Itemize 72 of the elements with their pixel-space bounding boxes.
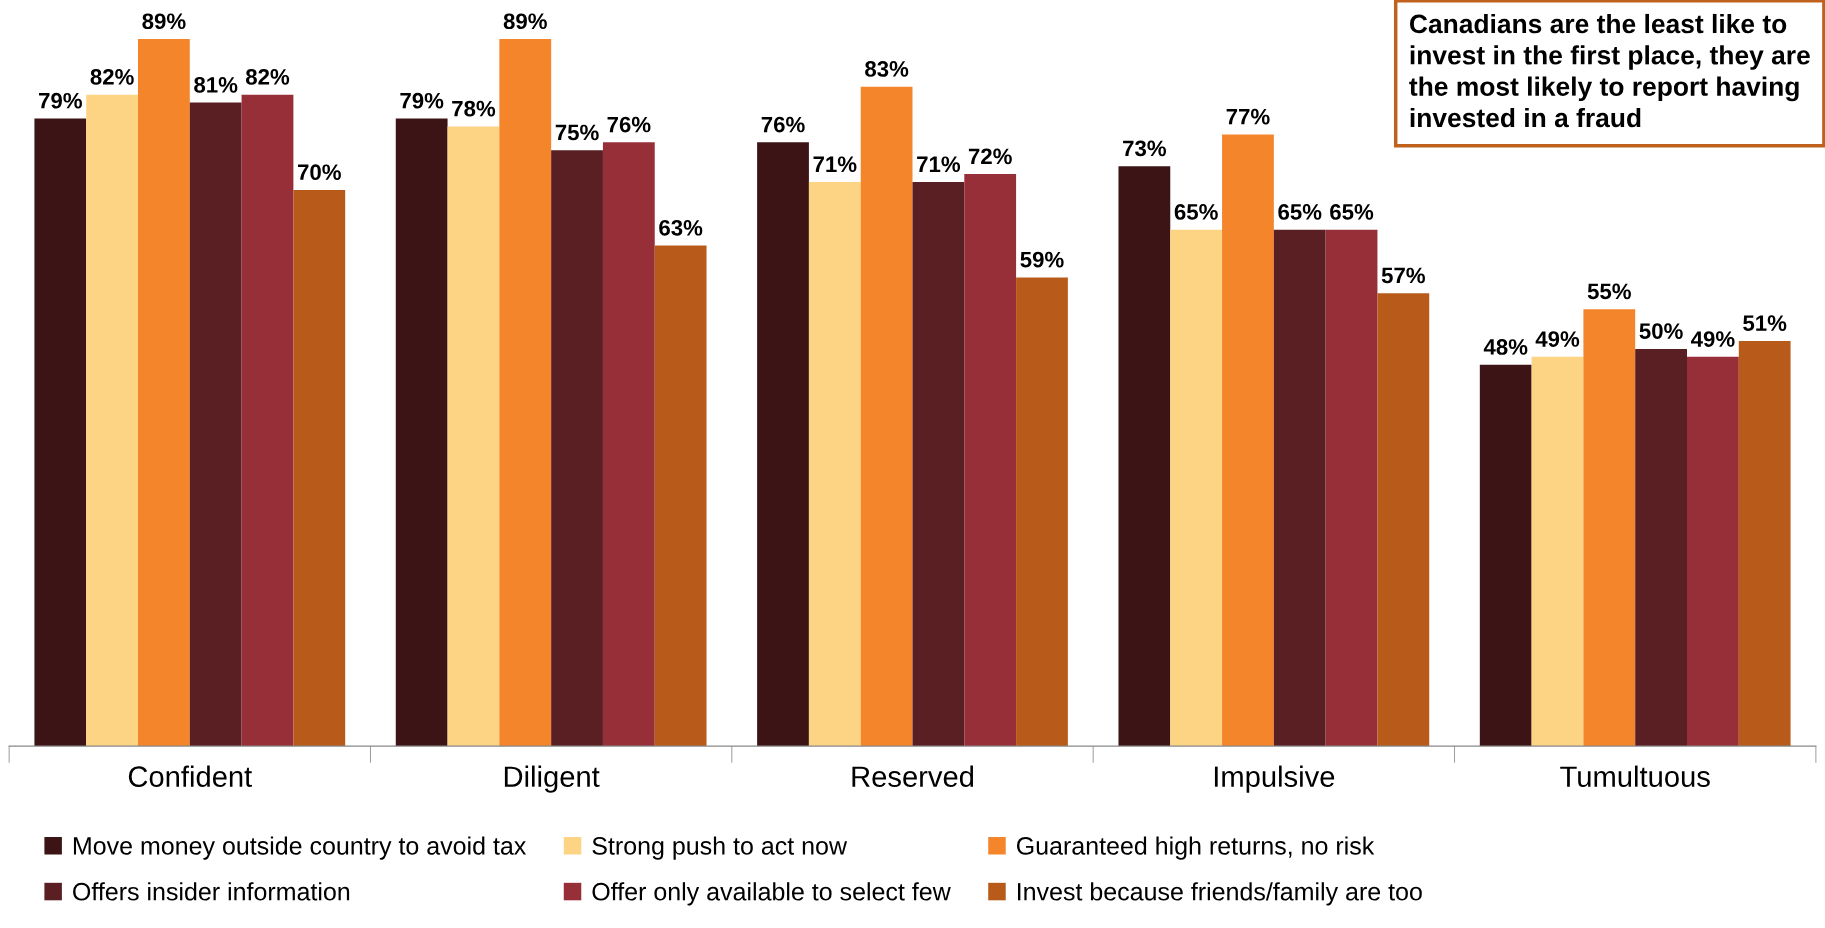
data-label: 70% xyxy=(298,164,341,181)
bar xyxy=(189,102,242,747)
data-label: 77% xyxy=(1226,108,1270,125)
x-tick-label: Diligent xyxy=(504,765,600,793)
bar xyxy=(447,126,500,747)
data-label: 71% xyxy=(813,156,857,173)
data-label: 49% xyxy=(1535,331,1580,347)
legend-label: Invest because friends/family are too xyxy=(1018,882,1422,906)
bar xyxy=(757,142,809,747)
data-label: 57% xyxy=(1381,267,1425,284)
data-label: 65% xyxy=(1174,204,1218,220)
data-label: 82% xyxy=(245,68,290,85)
bar xyxy=(138,39,190,747)
bar xyxy=(1531,356,1584,747)
x-tick-label: Tumultuous xyxy=(1560,765,1710,787)
bar xyxy=(241,94,294,747)
bar xyxy=(1479,364,1532,747)
bar xyxy=(1118,166,1171,747)
bar xyxy=(1738,340,1791,747)
bar xyxy=(808,182,861,747)
bar xyxy=(395,118,448,747)
bar xyxy=(1222,134,1274,747)
bar xyxy=(1325,229,1378,747)
data-label: 50% xyxy=(1639,323,1683,339)
data-label: 73% xyxy=(1123,140,1167,157)
bar xyxy=(654,245,707,747)
legend-label: Guaranteed high returns, no risk xyxy=(1016,836,1375,860)
data-label: 63% xyxy=(659,219,703,236)
bar xyxy=(293,190,346,747)
bar xyxy=(551,150,603,747)
bar xyxy=(1583,309,1636,747)
legend-label: Strong push to act now xyxy=(592,836,848,860)
data-label: 49% xyxy=(1690,331,1735,347)
bar xyxy=(86,94,139,747)
data-label: 89% xyxy=(503,13,547,30)
data-label: 48% xyxy=(1483,339,1528,355)
data-label: 51% xyxy=(1743,315,1787,331)
bar xyxy=(1635,348,1687,747)
data-label: 75% xyxy=(555,124,599,141)
bar xyxy=(912,182,965,747)
data-label: 59% xyxy=(1020,251,1064,268)
bar xyxy=(34,118,87,747)
data-label: 76% xyxy=(607,116,651,133)
legend-label: Offers insider information xyxy=(73,882,350,901)
data-label: 71% xyxy=(917,156,961,173)
data-label: 55% xyxy=(1587,283,1631,300)
bar xyxy=(1686,356,1739,747)
data-label: 72% xyxy=(968,148,1012,165)
bar xyxy=(1273,229,1326,747)
x-tick-label: Confident xyxy=(128,765,253,787)
bar xyxy=(860,86,913,747)
bar xyxy=(1170,229,1223,747)
legend-label: Offer only available to select few xyxy=(592,882,951,906)
data-label: 76% xyxy=(761,116,805,133)
data-label: 78% xyxy=(452,100,496,117)
bar xyxy=(602,142,655,747)
data-label: 65% xyxy=(1278,204,1322,220)
data-label: 89% xyxy=(142,13,186,30)
legend-label: Move money outside country to avoid tax xyxy=(73,836,527,860)
data-label: 79% xyxy=(39,92,82,109)
data-label: 65% xyxy=(1330,204,1374,220)
x-tick-label: Impulsive xyxy=(1214,765,1335,793)
bar xyxy=(499,39,552,747)
data-label: 83% xyxy=(865,61,909,77)
x-tick-label: Reserved xyxy=(852,765,974,787)
data-label: 82% xyxy=(90,68,134,85)
bar xyxy=(964,174,1017,747)
data-label: 81% xyxy=(194,76,238,93)
bar xyxy=(1016,277,1068,747)
bar xyxy=(1377,293,1430,747)
data-label: 79% xyxy=(400,92,444,109)
annotation: Canadians are the least like to invest in the first place, they are the most likely to report having invested in a fraud xyxy=(1409,13,1810,128)
